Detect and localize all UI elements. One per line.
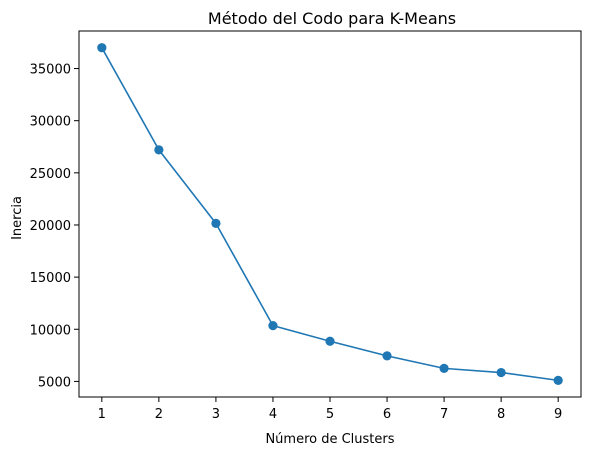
x-tick-label: 1 — [98, 407, 106, 422]
x-tick-label: 6 — [383, 407, 391, 422]
x-axis-title: Número de Clusters — [265, 432, 394, 447]
x-tick-label: 5 — [326, 407, 334, 422]
data-point — [268, 321, 278, 331]
y-tick-label: 30000 — [30, 115, 71, 130]
y-tick-label: 5000 — [38, 375, 71, 390]
data-point — [496, 367, 506, 378]
y-tick-label: 20000 — [30, 219, 71, 234]
series-layer — [97, 43, 563, 385]
y-tick-label: 15000 — [30, 271, 71, 286]
chart-title: Método del Codo para K-Means — [208, 9, 456, 28]
data-point — [325, 336, 335, 346]
y-tick-label: 35000 — [30, 63, 71, 78]
data-point — [97, 43, 107, 53]
x-axis-ticks: 1 2 3 4 5 6 7 8 9 — [98, 397, 562, 422]
x-tick-label: 4 — [269, 407, 277, 422]
x-tick-label: 9 — [554, 407, 562, 422]
data-point — [382, 351, 392, 361]
y-tick-label: 10000 — [30, 323, 71, 338]
x-tick-label: 8 — [497, 407, 505, 422]
data-point — [439, 363, 449, 373]
y-tick-label: 25000 — [30, 167, 71, 182]
plot-frame — [78, 30, 582, 398]
data-point — [553, 375, 563, 385]
x-tick-label: 3 — [212, 407, 220, 422]
x-tick-label: 2 — [155, 407, 163, 422]
x-tick-label: 7 — [440, 407, 448, 422]
y-axis-ticks: 5000 10000 15000 20000 25000 30000 35000 — [30, 63, 79, 390]
y-axis-title: Inercia — [10, 196, 25, 240]
data-point — [211, 218, 221, 229]
data-point — [154, 145, 164, 155]
